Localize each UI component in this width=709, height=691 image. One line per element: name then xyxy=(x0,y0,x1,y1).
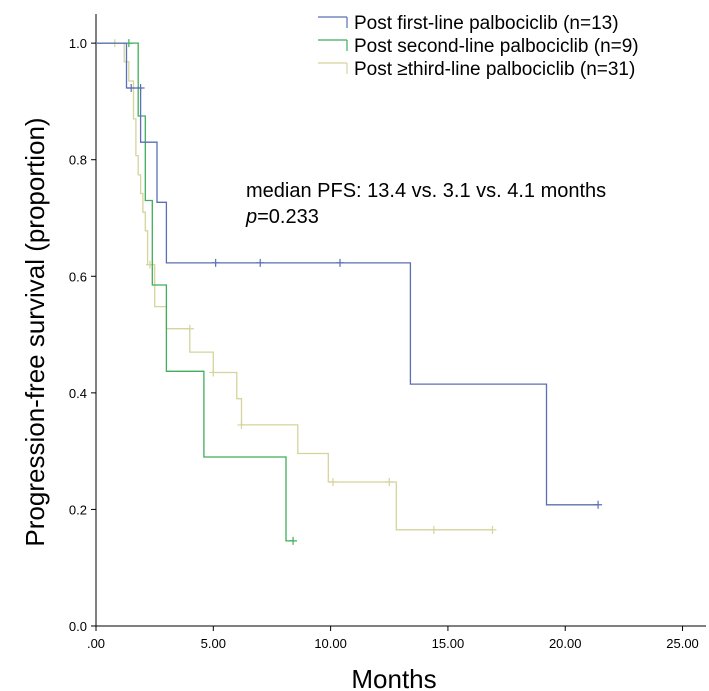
y-tick-label: 0.4 xyxy=(69,386,87,401)
y-tick-label: 0.2 xyxy=(69,502,87,517)
series-third-line xyxy=(96,39,497,534)
censor-mark-third-line xyxy=(429,525,438,534)
series-second-line xyxy=(96,39,298,545)
y-tick-label: 1.0 xyxy=(69,36,87,51)
median-pfs-annotation: median PFS: 13.4 vs. 3.1 vs. 4.1 months xyxy=(246,180,606,202)
km-curve-first-line xyxy=(96,42,599,506)
x-axis-title: Months xyxy=(351,664,436,691)
x-tick-label: 10.00 xyxy=(314,636,347,651)
x-tick-label: 25.00 xyxy=(666,636,699,651)
km-curve-second-line xyxy=(96,42,294,542)
censor-mark-third-line xyxy=(328,478,337,487)
legend-label-first-line: Post first-line palbociclib (n=13) xyxy=(354,13,619,34)
y-axis-title: Progression-free survival (proportion) xyxy=(20,117,50,546)
km-curve-third-line xyxy=(96,42,493,531)
p-label: p xyxy=(245,206,257,228)
x-tick-label: 20.00 xyxy=(549,636,582,651)
legend-label-second-line: Post second-line palbociclib (n=9) xyxy=(354,36,639,57)
censor-mark-third-line xyxy=(488,525,497,534)
censor-mark-first-line xyxy=(336,258,344,267)
series-first-line xyxy=(96,42,603,509)
x-tick-label: 5.00 xyxy=(201,636,226,651)
censor-mark-first-line xyxy=(594,500,603,509)
legend-label-third-line: Post ≥third-line palbociclib (n=31) xyxy=(354,59,635,80)
censor-mark-third-line xyxy=(385,478,394,487)
censor-mark-first-line xyxy=(127,84,136,93)
censor-mark-third-line xyxy=(185,324,194,333)
x-tick-label: .00 xyxy=(87,636,105,651)
y-tick-label: 0.0 xyxy=(69,619,87,634)
axes xyxy=(95,14,706,627)
series-layer xyxy=(96,39,603,545)
p-value: =0.233 xyxy=(257,206,319,228)
censor-mark-third-line xyxy=(237,420,246,429)
legend: Post first-line palbociclib (n=13) Post … xyxy=(318,13,639,80)
y-tick-label: 0.8 xyxy=(69,153,87,168)
x-tick-label: 15.00 xyxy=(432,636,465,651)
censor-mark-first-line xyxy=(211,258,220,267)
y-ticks: 0.0 0.2 0.4 0.6 0.8 1.0 xyxy=(69,36,96,634)
censor-mark-first-line xyxy=(256,258,265,267)
censor-mark-second-line xyxy=(289,536,298,545)
x-ticks: .00 5.00 10.00 15.00 20.00 25.00 xyxy=(87,626,699,651)
p-value-annotation: p=0.233 xyxy=(245,206,319,228)
censor-mark-first-line xyxy=(136,84,145,93)
y-tick-label: 0.6 xyxy=(69,269,87,284)
censor-mark-third-line xyxy=(209,368,218,377)
